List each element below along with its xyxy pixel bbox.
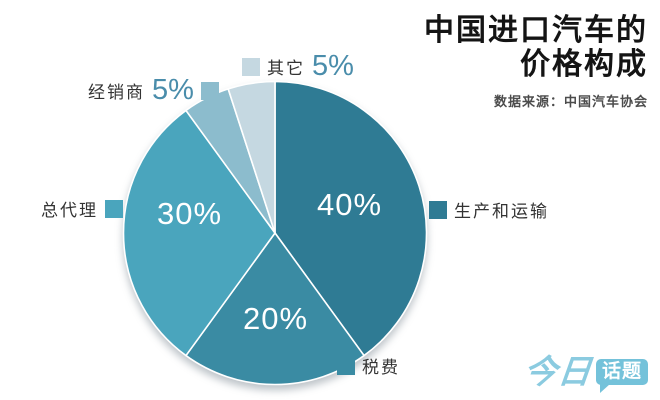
brand-logo: 今日 话题 [522, 353, 648, 393]
pie-chart [122, 80, 428, 386]
title-block: 中国进口汽车的 价格构成 数据来源：中国汽车协会 [424, 14, 648, 110]
page-title-line2: 价格构成 [520, 47, 648, 81]
legend-marker-other [242, 57, 260, 76]
slice-label-agent: 30% [157, 196, 223, 231]
legend-marker-agent [105, 199, 123, 218]
legend-pct-other: 5% [312, 50, 354, 82]
slice-label-taxes: 20% [243, 301, 309, 336]
legend-marker-taxes [337, 356, 355, 375]
legend-marker-production [429, 200, 447, 219]
pie-slice-agent [122, 109, 276, 357]
logo-script-text: 今日 [522, 353, 594, 390]
data-source-caption: 数据来源：中国汽车协会 [493, 93, 648, 109]
legend-item-production: 生产和运输 [429, 197, 549, 222]
logo-speech-bubble: 话题 [595, 358, 648, 393]
legend-item-agent: 总代理 [41, 196, 123, 221]
pie-slice-other [227, 80, 276, 234]
legend-item-taxes: 税费 [337, 353, 400, 378]
legend-item-other: 其它 5% [242, 52, 354, 81]
slice-label-production: 40% [317, 187, 383, 222]
pie-slice-production [274, 80, 428, 357]
page-title-line1: 中国进口汽车的 [424, 14, 648, 47]
legend-label-dealer: 经销商 [88, 83, 145, 102]
legend-label-production: 生产和运输 [454, 202, 549, 221]
legend-pct-dealer: 5% [152, 74, 194, 106]
legend-marker-dealer [200, 81, 219, 100]
legend-item-dealer: 经销商 5% [88, 76, 219, 105]
legend-label-other: 其它 [267, 59, 305, 78]
legend-label-taxes: 税费 [362, 358, 400, 377]
legend-label-agent: 总代理 [41, 201, 98, 220]
pie-chart-container [122, 80, 428, 386]
